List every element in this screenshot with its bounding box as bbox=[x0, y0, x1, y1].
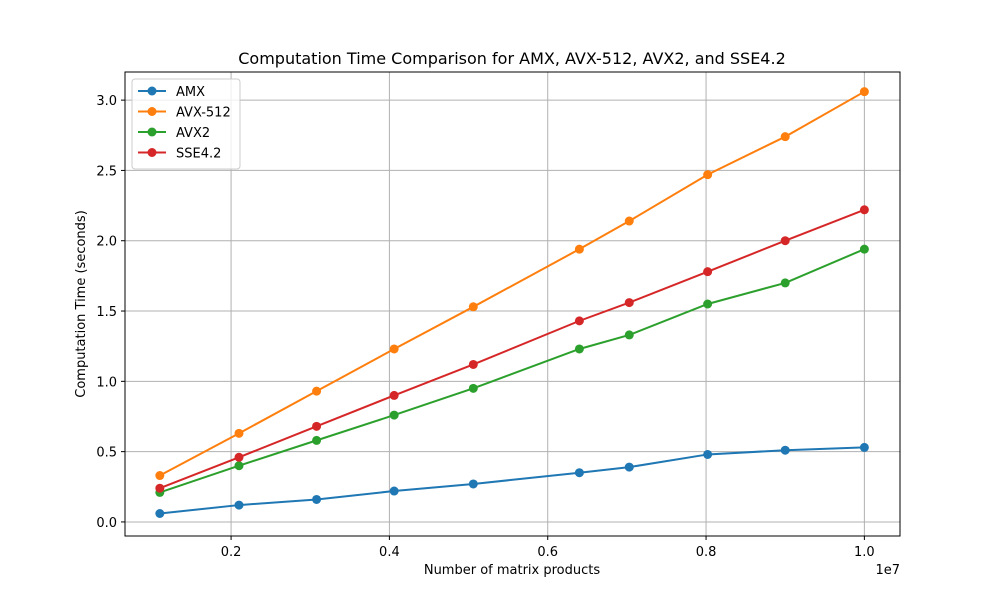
data-point-avx2 bbox=[574, 344, 584, 354]
data-point-amx bbox=[574, 468, 584, 478]
legend-label: SSE4.2 bbox=[176, 147, 221, 162]
data-point-avx-512 bbox=[624, 216, 634, 226]
data-point-avx-512 bbox=[468, 302, 478, 312]
legend: AMX AVX-512 AVX2 SSE4.2 bbox=[131, 78, 241, 170]
x-tick-label: 1.0 bbox=[854, 545, 875, 560]
data-point-avx2 bbox=[468, 383, 478, 393]
x-axis: 0.2 0.4 0.6 0.8 1.0 bbox=[221, 536, 875, 560]
data-point-amx bbox=[468, 479, 478, 489]
data-point-avx2 bbox=[624, 330, 634, 340]
data-point-avx-512 bbox=[155, 471, 165, 481]
y-axis: 0.0 0.5 1.0 1.5 2.0 2.5 3.0 bbox=[96, 94, 125, 531]
series-layer bbox=[155, 87, 869, 519]
y-tick-label: 0.5 bbox=[96, 446, 117, 461]
data-point-sse4-2 bbox=[703, 267, 713, 277]
data-point-sse4-2 bbox=[574, 316, 584, 326]
data-point-amx bbox=[155, 509, 165, 519]
data-point-sse4-2 bbox=[312, 421, 322, 431]
series-line-avx-512 bbox=[159, 90, 865, 477]
data-point-sse4-2 bbox=[468, 359, 478, 369]
y-tick-label: 2.5 bbox=[96, 164, 117, 179]
data-point-avx-512 bbox=[859, 87, 869, 97]
data-point-amx bbox=[624, 462, 634, 472]
data-point-amx bbox=[389, 486, 399, 496]
y-tick-label: 1.0 bbox=[96, 375, 117, 390]
data-point-sse4-2 bbox=[155, 483, 165, 493]
data-point-avx-512 bbox=[780, 132, 790, 142]
series-line-avx2 bbox=[159, 248, 865, 494]
data-point-sse4-2 bbox=[859, 205, 869, 215]
legend-label: AMX bbox=[176, 85, 205, 100]
data-point-avx2 bbox=[703, 299, 713, 309]
legend-marker bbox=[147, 86, 157, 96]
data-point-avx-512 bbox=[389, 344, 399, 354]
x-tick-label: 0.2 bbox=[221, 545, 242, 560]
data-point-amx bbox=[312, 494, 322, 504]
legend-marker bbox=[147, 127, 157, 137]
data-point-avx2 bbox=[859, 244, 869, 254]
data-point-avx2 bbox=[234, 461, 244, 471]
legend-marker bbox=[147, 148, 157, 157]
x-tick-label: 0.8 bbox=[696, 545, 717, 560]
legend-label: AVX2 bbox=[176, 126, 210, 141]
y-axis-label: Computation Time (seconds) bbox=[74, 210, 89, 398]
data-point-avx-512 bbox=[234, 428, 244, 438]
data-point-sse4-2 bbox=[234, 452, 244, 462]
data-point-amx bbox=[859, 442, 869, 452]
x-axis-offset-label: 1e7 bbox=[875, 563, 900, 578]
x-tick-label: 0.6 bbox=[537, 545, 558, 560]
data-point-avx2 bbox=[780, 278, 790, 288]
data-point-avx-512 bbox=[312, 386, 322, 396]
chart-title: Computation Time Comparison for AMX, AVX… bbox=[238, 49, 786, 68]
x-tick-label: 0.4 bbox=[379, 545, 400, 560]
data-point-amx bbox=[780, 445, 790, 455]
series-line-amx bbox=[159, 446, 865, 515]
y-tick-label: 2.0 bbox=[96, 235, 117, 250]
data-point-sse4-2 bbox=[389, 390, 399, 400]
data-point-sse4-2 bbox=[624, 298, 634, 308]
y-tick-label: 0.0 bbox=[96, 516, 117, 531]
series-line-sse4-2 bbox=[159, 208, 865, 490]
legend-box bbox=[131, 78, 241, 170]
data-point-sse4-2 bbox=[780, 236, 790, 246]
legend-marker bbox=[147, 107, 157, 116]
plot-area-frame bbox=[124, 71, 901, 537]
legend-label: AVX-512 bbox=[176, 106, 231, 121]
data-point-avx-512 bbox=[703, 170, 713, 180]
data-point-amx bbox=[703, 449, 713, 459]
y-tick-label: 3.0 bbox=[96, 94, 117, 109]
data-point-avx-512 bbox=[574, 244, 584, 254]
y-tick-label: 1.5 bbox=[96, 305, 117, 320]
x-axis-label: Number of matrix products bbox=[424, 563, 601, 578]
data-point-avx2 bbox=[389, 410, 399, 420]
data-point-amx bbox=[234, 500, 244, 510]
data-point-avx2 bbox=[312, 435, 322, 445]
